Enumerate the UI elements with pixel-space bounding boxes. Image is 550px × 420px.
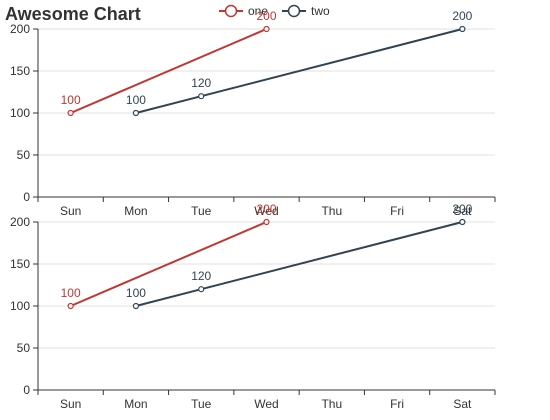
legend-item-two[interactable]: two [282,4,330,18]
y-tick-label: 50 [17,148,31,162]
series-line-one [70,28,267,114]
y-tick-label: 100 [10,299,30,313]
x-tick-label: Thu [321,204,342,218]
data-point-one[interactable] [263,25,270,33]
data-label-one: 200 [256,9,276,23]
y-tick-label: 0 [23,383,30,397]
legend-marker-one [224,4,238,18]
x-tick-label: Thu [321,397,342,411]
x-tick-label: Fri [390,204,404,218]
x-tick-label: Sat [453,397,472,411]
chart-title: Awesome Chart [5,4,141,24]
x-tick-label: Sat [453,204,472,218]
legend-label-one: one [248,4,268,18]
data-label-two: 100 [126,93,146,107]
data-label-one: 200 [256,202,276,216]
data-point-two[interactable] [198,93,205,100]
x-tick-label: Wed [254,204,278,218]
y-tick-label: 100 [10,106,30,120]
data-label-two: 200 [452,9,472,23]
data-label-one: 100 [61,93,81,107]
x-tick-label: Tue [191,397,212,411]
x-tick-label: Mon [124,397,147,411]
data-point-two[interactable] [459,218,466,226]
legend[interactable]: one two [219,4,330,18]
y-tick-label: 150 [10,257,30,271]
data-point-two[interactable] [132,109,140,117]
data-label-two: 120 [191,269,211,283]
data-label-two: 200 [452,202,472,216]
data-label-two: 120 [191,76,211,90]
data-point-one[interactable] [67,109,74,117]
plot-bottom: 0 50 100 150 200 Sun Mon Tue Wed Thu Fri Sat 100 200 1… [10,202,496,411]
data-point-two[interactable] [132,302,140,310]
x-tick-label: Sun [60,204,81,218]
x-tick-label: Wed [254,397,278,411]
y-tick-label: 50 [17,341,31,355]
x-tick-label: Tue [191,204,212,218]
legend-label-two: two [311,4,330,18]
x-tick-label: Sun [60,397,81,411]
x-tick-label: Fri [390,397,404,411]
data-point-one[interactable] [263,218,270,226]
legend-item-one[interactable]: one [219,4,268,18]
plot-top: 0 50 100 150 200 Sun Mon Tue Wed Thu Fri Sat 100 200 1… [10,9,496,218]
y-tick-label: 200 [10,22,30,36]
y-tick-label: 200 [10,215,30,229]
x-tick-label: Mon [124,204,147,218]
data-point-two[interactable] [198,286,205,293]
data-label-two: 100 [126,286,146,300]
legend-marker-two [287,4,301,18]
series-line-one [70,221,267,307]
y-tick-label: 150 [10,64,30,78]
data-point-one[interactable] [67,302,74,310]
data-label-one: 100 [61,286,81,300]
data-point-two[interactable] [459,25,466,33]
y-tick-label: 0 [23,190,30,204]
